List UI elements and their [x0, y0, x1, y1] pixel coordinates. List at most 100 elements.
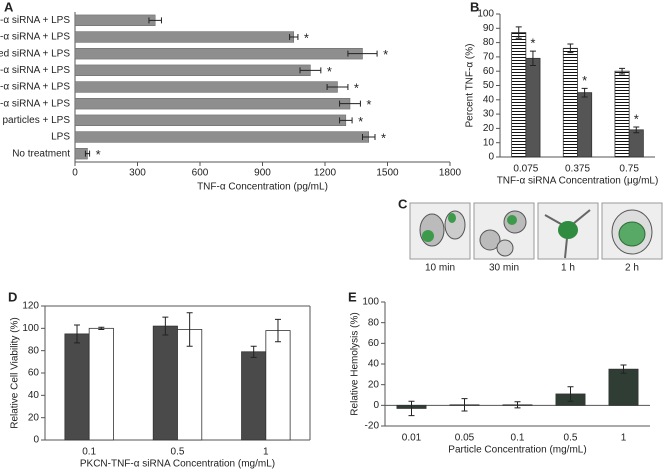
error-bar	[347, 50, 378, 57]
category-label: 0.01	[402, 433, 422, 444]
significance-mark: *	[383, 47, 388, 62]
panel-letter: C	[398, 196, 408, 211]
error-bar	[633, 126, 640, 134]
bar	[64, 333, 90, 441]
significance-mark: *	[530, 36, 535, 51]
bar	[577, 92, 593, 158]
x-tick-label: 900	[254, 168, 271, 179]
y-tick-label: 40	[368, 359, 380, 370]
bar	[614, 70, 630, 158]
error-bar	[567, 386, 574, 402]
error-bar	[515, 26, 522, 39]
error-bar	[461, 398, 468, 412]
bar	[74, 131, 369, 143]
error-bar	[98, 326, 105, 330]
x-tick-label: 600	[192, 168, 209, 179]
error-bar	[148, 17, 162, 24]
bar	[177, 329, 203, 441]
bar	[265, 330, 291, 441]
significance-mark: *	[366, 97, 371, 112]
y-tick-label: 100	[22, 323, 39, 334]
x-axis-label: PKCN-TNF-α siRNA Concentration (mg/mL)	[80, 459, 275, 470]
bar	[74, 64, 311, 76]
error-bar	[514, 401, 521, 409]
y-tick-label: 30	[483, 109, 495, 120]
bar	[74, 114, 347, 126]
bar	[628, 129, 644, 158]
x-tick-label: 300	[129, 168, 146, 179]
error-bar	[339, 117, 353, 124]
error-bar	[339, 100, 361, 107]
y-tick-label: 60	[28, 368, 40, 379]
category-label: PKCNs - Scrambled siRNA + LPS	[0, 48, 70, 59]
error-bar	[274, 318, 281, 343]
x-axis-label: TNF-α Concentration (pg/mL)	[197, 182, 328, 193]
category-label: 0.075	[513, 164, 538, 175]
y-tick-label: 0	[488, 152, 494, 163]
image-caption: 10 min	[425, 263, 455, 274]
category-label: PKCN - TNF-α siRNA + LPS	[0, 15, 70, 26]
image-caption: 2 h	[625, 263, 639, 274]
y-tick-label: 20	[28, 412, 40, 423]
category-label: LPS	[51, 132, 70, 143]
y-axis-label: Relative Cell Viability (%)	[10, 317, 21, 429]
significance-mark: *	[634, 111, 639, 126]
bar	[608, 368, 639, 406]
error-bar	[619, 67, 626, 75]
x-tick-label: 1800	[439, 168, 462, 179]
bar	[88, 327, 114, 441]
significance-mark: *	[354, 80, 359, 95]
category-label: DOTAP - TNF-α siRNA + LPS	[0, 82, 70, 93]
y-tick-label: 80	[28, 345, 40, 356]
category-label: Free TNF-α siRNA + LPS	[0, 98, 70, 109]
category-label: 0.1	[511, 433, 525, 444]
bar	[152, 325, 178, 441]
error-bar	[362, 134, 376, 140]
y-tick-label: 10	[483, 137, 495, 148]
bar	[562, 47, 578, 158]
category-label: 0.05	[455, 433, 475, 444]
category-label: 0.75	[619, 164, 639, 175]
bar	[74, 98, 351, 110]
error-bar	[250, 345, 257, 358]
category-label: 1	[263, 447, 269, 458]
error-bar	[162, 316, 169, 336]
error-bar	[326, 84, 349, 90]
y-tick-label: 0	[373, 400, 379, 411]
x-tick-label: 0	[72, 168, 78, 179]
category-label: 0.5	[564, 433, 578, 444]
x-tick-label: 1200	[314, 168, 337, 179]
x-tick-label: 1500	[376, 168, 399, 179]
panel-letter: E	[348, 289, 357, 304]
y-axis-label: Percent TNF-α (%)	[465, 44, 476, 128]
significance-mark: *	[327, 64, 332, 79]
significance-mark: *	[358, 114, 363, 129]
error-bar	[299, 67, 322, 74]
y-tick-label: 20	[368, 379, 380, 390]
y-tick-label: 80	[483, 37, 495, 48]
panel-letter: D	[8, 289, 17, 304]
significance-mark: *	[96, 147, 101, 162]
panel-letter: B	[470, 0, 479, 14]
y-tick-label: 80	[368, 317, 380, 328]
error-bar	[529, 50, 536, 66]
significance-mark: *	[582, 73, 587, 88]
panel-letter: A	[4, 0, 14, 14]
significance-mark: *	[304, 30, 309, 45]
y-tick-label: 40	[483, 94, 495, 105]
y-tick-label: 100	[362, 297, 379, 308]
bar	[74, 14, 156, 26]
x-axis-label: TNF-α siRNA Concentration (μg/mL)	[497, 176, 659, 187]
error-bar	[289, 34, 299, 40]
bar	[74, 31, 294, 43]
error-bar	[620, 364, 627, 374]
image-caption: 30 min	[489, 263, 519, 274]
y-tick-label: 20	[483, 123, 495, 134]
bar	[74, 48, 363, 60]
y-tick-label: 100	[477, 9, 494, 20]
category-label: PK3 particles - TNF-α siRNA + LPS	[0, 32, 70, 43]
y-tick-label: -20	[365, 421, 380, 432]
bar	[241, 351, 267, 441]
error-bar	[186, 312, 193, 347]
